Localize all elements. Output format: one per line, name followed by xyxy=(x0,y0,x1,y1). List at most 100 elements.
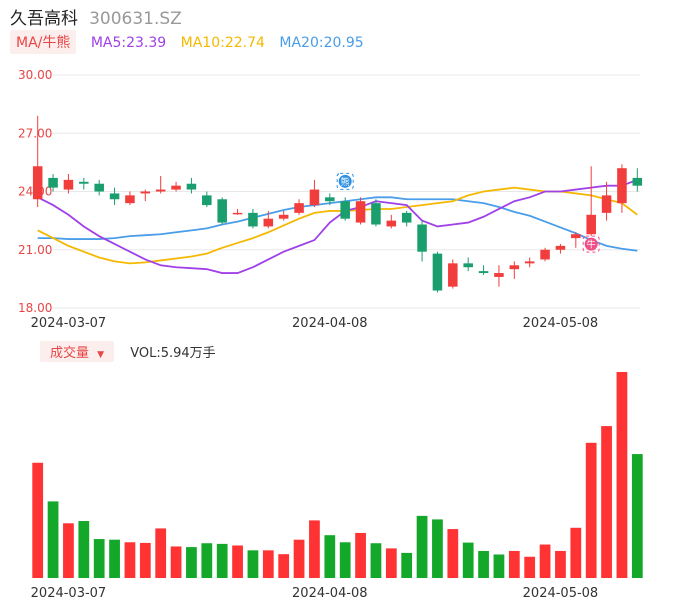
bull-marker-icon xyxy=(584,237,598,251)
volume-bar xyxy=(324,535,336,578)
stock-title: 久吾高科 300631.SZ xyxy=(10,4,182,29)
ma5-line xyxy=(37,179,638,274)
candle-body xyxy=(48,177,58,188)
x-tick-label: 2024-03-07 xyxy=(31,586,107,601)
candle-body xyxy=(386,220,397,227)
volume-bar xyxy=(447,529,459,578)
candle-body xyxy=(217,199,227,223)
candle-body xyxy=(524,261,535,264)
volume-indicator-selector[interactable]: 成交量 ▼ xyxy=(40,341,115,362)
stock-code: 300631.SZ xyxy=(89,9,182,29)
candle-body xyxy=(432,253,443,291)
stock-name: 久吾高科 xyxy=(10,9,78,29)
ma20-label: MA20:20.95 xyxy=(279,35,364,51)
volume-bar xyxy=(201,543,213,578)
volume-bar xyxy=(170,546,182,578)
volume-bar xyxy=(78,521,90,578)
volume-bar xyxy=(478,550,489,578)
x-tick-label: 2024-05-08 xyxy=(523,586,599,601)
candle-body xyxy=(494,273,504,277)
y-tick-label: 18.00 xyxy=(18,301,52,315)
candle-body xyxy=(232,212,243,215)
chevron-down-icon: ▼ xyxy=(97,350,105,360)
volume-bar xyxy=(155,528,167,578)
candle-body xyxy=(294,203,304,213)
volume-value: VOL:5.94万手 xyxy=(130,346,216,361)
candle-body xyxy=(586,214,596,235)
candle-body xyxy=(202,195,212,206)
volume-bar xyxy=(401,552,413,578)
volume-bar xyxy=(139,542,151,578)
candle-body xyxy=(171,185,181,190)
y-tick-label: 27.00 xyxy=(18,126,52,140)
candle-body xyxy=(186,183,197,190)
bear-marker-label: 熊 xyxy=(341,176,350,188)
volume-bar xyxy=(385,548,397,578)
volume-bar xyxy=(539,544,551,578)
candle-body xyxy=(263,218,274,227)
y-tick-label: 30.00 xyxy=(18,68,52,82)
candle-body xyxy=(155,189,166,192)
volume-legend: 成交量 ▼ VOL:5.94万手 xyxy=(40,341,216,363)
volume-indicator-label: 成交量 xyxy=(50,346,90,361)
ma20-line xyxy=(37,196,638,252)
volume-bar xyxy=(493,554,505,578)
candle-body xyxy=(278,214,289,219)
candle-body xyxy=(371,203,381,225)
volume-bar xyxy=(339,542,351,578)
volume-bar xyxy=(232,545,243,578)
volume-bar xyxy=(616,372,628,578)
candle-body xyxy=(140,191,151,194)
candle-body xyxy=(555,245,566,250)
candle-body xyxy=(463,263,473,268)
volume-bar xyxy=(309,520,320,578)
volume-bar xyxy=(186,547,197,578)
candle-body xyxy=(617,168,627,204)
x-tick-label: 2024-04-08 xyxy=(292,586,368,601)
candle-body xyxy=(540,249,550,260)
volume-bar xyxy=(278,554,290,578)
candle-body xyxy=(63,179,74,190)
volume-bar xyxy=(432,519,443,578)
ma-bull-bear-toggle[interactable]: MA/牛熊 xyxy=(10,30,77,54)
candle-body xyxy=(401,212,412,223)
candle-body xyxy=(325,197,335,202)
ma10-line xyxy=(37,186,638,265)
x-tick-label: 2024-04-08 xyxy=(292,316,368,331)
candle-body xyxy=(632,177,643,186)
volume-bar xyxy=(631,454,643,578)
volume-bar xyxy=(293,539,305,578)
bull-marker-label: 牛 xyxy=(587,239,596,251)
volume-bar xyxy=(370,543,382,578)
candle-body xyxy=(309,189,320,206)
volume-bar xyxy=(524,556,536,578)
volume-bar xyxy=(355,532,366,578)
candle-body xyxy=(125,195,135,204)
volume-bar xyxy=(216,543,228,578)
ma5-label: MA5:23.39 xyxy=(90,35,167,51)
volume-bar xyxy=(601,426,612,578)
candle-body xyxy=(601,195,612,213)
candle-body xyxy=(94,183,104,192)
ma-legend: MA/牛熊 MA5:23.39 MA10:22.74 MA20:20.95 xyxy=(10,30,364,56)
candle-body xyxy=(478,271,489,274)
volume-bar xyxy=(585,442,597,578)
candle-body xyxy=(79,181,89,184)
x-tick-label: 2024-05-08 xyxy=(523,316,599,331)
ma10-label: MA10:22.74 xyxy=(180,35,265,51)
volume-bar xyxy=(247,550,259,578)
candle-body xyxy=(571,234,581,239)
volume-bar xyxy=(462,542,474,578)
bull-marker-frame xyxy=(582,235,600,253)
volume-bar xyxy=(555,550,566,578)
x-tick-label: 2024-03-07 xyxy=(31,316,107,331)
volume-bar xyxy=(124,542,136,578)
volume-bar xyxy=(262,550,274,578)
volume-bar xyxy=(63,523,74,578)
candle-body xyxy=(32,166,43,200)
volume-bar xyxy=(47,501,59,578)
candle-body xyxy=(340,201,350,219)
bear-marker-frame xyxy=(336,172,354,190)
volume-bar xyxy=(109,539,120,578)
